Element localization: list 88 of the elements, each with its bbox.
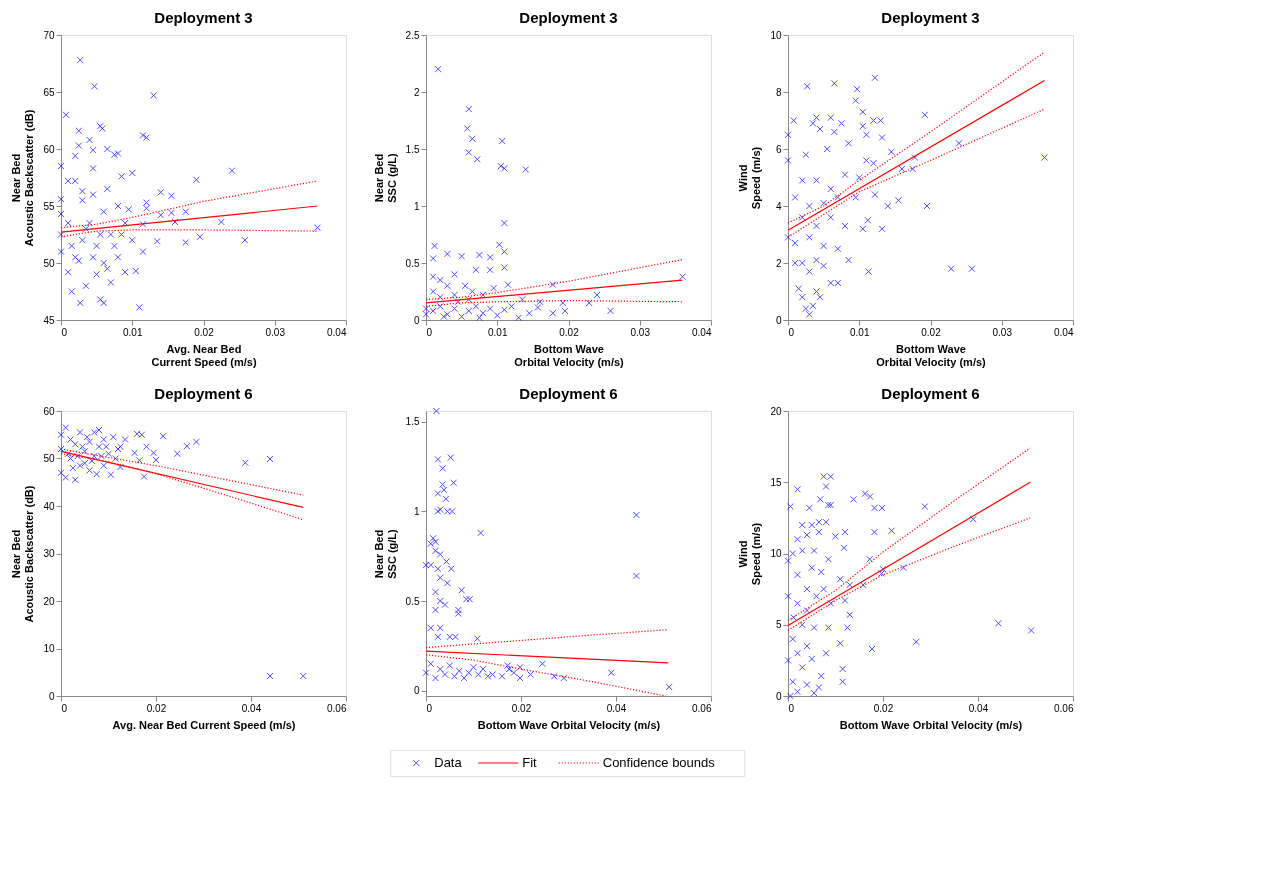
x-tick-label: 0.06 [1054,702,1074,714]
line-series [787,51,1046,224]
legend-label: Confidence bounds [602,755,716,770]
x-tick-label: 0.02 [873,702,894,714]
x-tick-label: 0.02 [559,326,580,338]
x-tick-label: 0.03 [630,326,651,338]
y-tick-label: 0.5 [405,257,420,269]
y-tick-label: 0 [413,314,420,326]
legend-label: Fit [522,755,538,770]
x-axis-title: Bottom Wave Orbital Velocity (m/s) [514,342,625,368]
y-tick-label: 50 [43,257,55,269]
y-tick-label: 5 [775,619,782,631]
chart-title: Deployment 3 [154,9,253,26]
y-tick-label: 8 [775,86,782,98]
y-tick-label: 0 [48,690,55,702]
line-series [425,258,684,301]
x-tick-label: 0 [426,702,433,714]
x-tick-label: 0 [426,326,433,338]
x-tick-label: 0.03 [992,326,1013,338]
y-tick-label: 0 [775,690,782,702]
y-tick-label: 30 [43,548,55,559]
x-axis-title: Bottom Wave Orbital Velocity (m/s) [876,342,987,368]
x-tick-label: 0.01 [850,326,870,338]
x-tick-label: 0.04 [327,326,347,338]
line-series [60,180,319,229]
x-tick-label: 0.06 [327,702,347,714]
line-series [425,629,669,649]
y-tick-label: 20 [770,405,782,417]
y-axis-title: Near Bed Acoustic Backscatter (dB) [10,109,36,247]
x-axis-title: Bottom Wave Orbital Velocity (m/s) [477,718,661,731]
x-axis-title: Bottom Wave Orbital Velocity (m/s) [839,718,1023,731]
x-tick-label: 0.04 [692,326,712,338]
chart-title: Deployment 6 [154,385,253,402]
x-tick-label: 0.04 [606,702,627,714]
x-tick-label: 0.02 [146,702,167,714]
y-tick-label: 50 [43,453,55,464]
y-tick-label: 55 [43,200,55,212]
y-tick-label: 65 [43,86,55,98]
x-tick-label: 0.04 [968,702,989,714]
line-series [787,447,1031,622]
y-tick-label: 10 [770,29,782,41]
y-tick-label: 1 [413,505,420,517]
x-tick-label: 0.04 [241,702,262,714]
y-tick-label: 2 [413,86,420,98]
y-tick-label: 0 [413,685,420,697]
x-tick-label: 0.01 [123,326,143,338]
x-tick-label: 0 [61,326,68,338]
chart-title: Deployment 6 [881,385,980,402]
y-tick-label: 70 [43,29,55,41]
y-tick-label: 45 [43,314,55,326]
y-tick-label: 10 [770,548,782,559]
y-tick-label: 1 [413,200,420,212]
x-tick-label: 0.01 [488,326,508,338]
y-tick-label: 10 [43,643,55,654]
y-tick-label: 60 [43,405,55,417]
x-tick-label: 0.06 [692,702,712,714]
y-tick-label: 1.5 [405,143,420,155]
x-tick-label: 0.02 [194,326,215,338]
chart-title: Deployment 3 [519,9,618,26]
chart-title: Deployment 6 [519,385,618,402]
y-axis-title: Wind Speed (m/s) [737,522,763,586]
y-tick-label: 6 [775,143,782,155]
y-tick-label: 40 [43,500,55,512]
y-tick-label: 20 [43,595,55,607]
chart-title: Deployment 3 [881,9,980,26]
x-axis-title: Avg. Near Bed Current Speed (m/s) [112,718,296,731]
x-tick-label: 0 [788,326,795,338]
y-tick-label: 1.5 [405,416,420,428]
x-tick-label: 0 [788,702,795,714]
x-tick-label: 0.04 [1054,326,1074,338]
x-tick-label: 0.03 [265,326,286,338]
y-tick-label: 2.5 [405,29,420,41]
line-series [425,654,667,697]
y-tick-label: 0 [775,314,782,326]
y-tick-label: 0.5 [405,595,420,607]
x-axis-title: Avg. Near Bed Current Speed (m/s) [151,342,257,368]
x-tick-label: 0.02 [921,326,942,338]
y-axis-title: Wind Speed (m/s) [737,146,763,210]
y-tick-label: 2 [775,257,782,269]
y-tick-label: 4 [775,200,782,212]
y-axis-title: Near Bed SSC (g/L) [372,152,398,203]
y-tick-label: 60 [43,143,55,155]
x-tick-label: 0.02 [511,702,532,714]
legend-label: Data [434,755,463,770]
x-tick-label: 0 [61,702,68,714]
y-axis-title: Near Bed SSC (g/L) [372,528,398,579]
y-axis-title: Near Bed Acoustic Backscatter (dB) [10,485,36,623]
y-tick-label: 15 [770,476,782,488]
